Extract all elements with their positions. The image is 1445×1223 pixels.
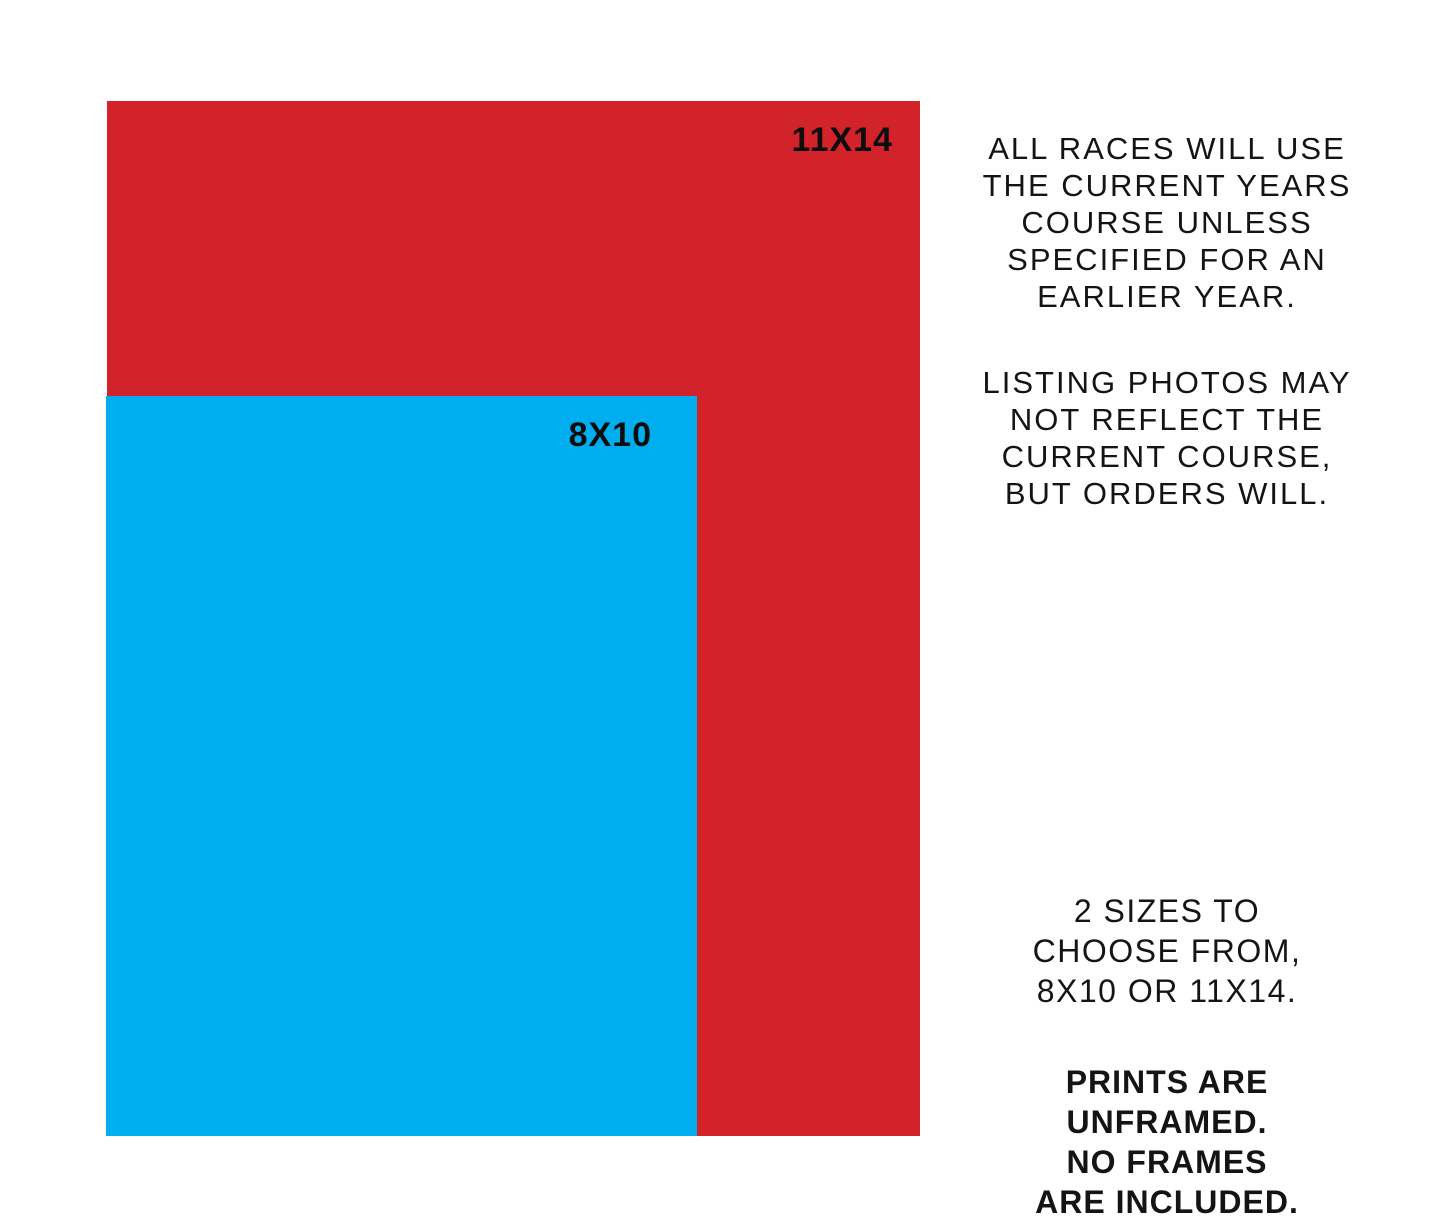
notes-top-column: ALL RACES WILL USE THE CURRENT YEARS COU…	[960, 93, 1374, 561]
print-size-rect-8x10: 8X10	[106, 396, 697, 1136]
print-size-label-11x14: 11X14	[791, 121, 893, 159]
frames-note-text: PRINTS ARE UNFRAMED. NO FRAMES ARE INCLU…	[1035, 1064, 1299, 1220]
course-note-text: ALL RACES WILL USE THE CURRENT YEARS COU…	[982, 131, 1352, 314]
sizes-note-text: 2 SIZES TO CHOOSE FROM, 8X10 OR 11X14.	[1032, 893, 1302, 1009]
notes-bottom-column: 2 SIZES TO CHOOSE FROM, 8X10 OR 11X14. P…	[960, 851, 1374, 1223]
photos-note-text: LISTING PHOTOS MAY NOT REFLECT THE CURRE…	[982, 365, 1352, 511]
print-size-label-8x10: 8X10	[568, 416, 652, 454]
